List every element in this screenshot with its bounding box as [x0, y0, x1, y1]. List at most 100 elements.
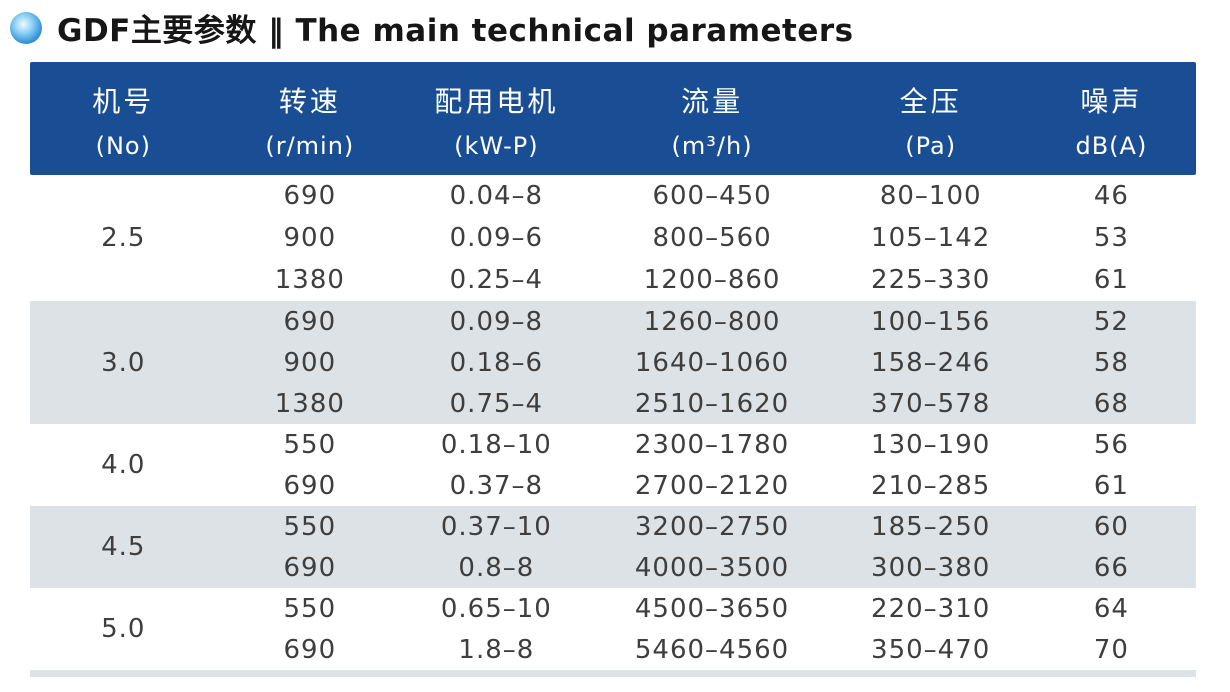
- column-header-label: 流量: [681, 84, 744, 118]
- column-header-label: 机号: [92, 84, 155, 118]
- group-no: 3.0: [101, 347, 146, 378]
- column-header-unit: (No): [95, 131, 151, 160]
- column-header-unit: dB(A): [1075, 131, 1148, 160]
- table-cell: 800–560: [652, 223, 772, 253]
- table-cell: 550: [283, 429, 337, 460]
- table-cell: 0.09–8: [449, 306, 544, 337]
- table-cell: 225–330: [871, 265, 991, 295]
- table-cell: 61: [1093, 470, 1129, 501]
- table-cell: 1.8–8: [458, 634, 535, 665]
- column-header: 转速 (r/min): [217, 62, 404, 175]
- column-header-unit: (Pa): [905, 131, 957, 160]
- table-cell: 690: [283, 181, 337, 211]
- table-cell: 100–156: [871, 306, 991, 337]
- table-cell: 52: [1093, 306, 1129, 337]
- table-cell: 0.18–10: [440, 429, 552, 460]
- table-cell: 900: [283, 223, 337, 253]
- table-cell: 1380: [274, 265, 345, 295]
- page-title: GDF主要参数 ‖ The main technical parameters: [10, 5, 854, 50]
- table-cell: 1380: [274, 388, 345, 419]
- table-cell: 0.65–10: [440, 593, 552, 624]
- column-header-label: 噪声: [1080, 84, 1143, 118]
- table-cell: 5460–4560: [634, 634, 790, 665]
- table-cell: 64: [1093, 593, 1129, 624]
- table-cell: 66: [1093, 552, 1129, 583]
- table-row: 550 0.18–10 2300–1780 130–190 56: [30, 424, 1196, 465]
- column-header: 流量 (m³/h): [590, 62, 835, 175]
- column-header: 噪声 dB(A): [1027, 62, 1196, 175]
- table-header: 机号 (No) 转速 (r/min) 配用电机 (kW-P) 流量 (m³/h) 全压 (Pa) 噪…: [30, 62, 1196, 175]
- table-cell: 690: [283, 306, 337, 337]
- table-cell: 130–190: [871, 429, 991, 460]
- table-cell: 0.25–4: [449, 265, 544, 295]
- table-cell: 210–285: [871, 470, 991, 501]
- table-cell: 350–470: [871, 634, 991, 665]
- table-row: 690 0.8–8 4000–3500 300–380 66: [30, 547, 1196, 588]
- table-cell: 0.18–6: [449, 347, 544, 378]
- table-cell: 600–450: [652, 181, 772, 211]
- table-cell: 56: [1093, 429, 1129, 460]
- table-cell: 0.37–8: [449, 470, 544, 501]
- table-cell: 0.75–4: [449, 388, 544, 419]
- group-no: 4.0: [101, 450, 146, 480]
- table-cell: 0.09–6: [449, 223, 544, 253]
- table-body: 2.5 690 0.04–8 600–450 80–100 46 900 0.09–6 800–…: [30, 175, 1196, 670]
- table-cell: 3200–2750: [634, 511, 790, 542]
- table-cell: 900: [283, 347, 337, 378]
- table-cell: 61: [1093, 265, 1129, 295]
- table-row: 900 0.18–6 1640–1060 158–246 58: [30, 342, 1196, 383]
- group-no: 2.5: [101, 223, 146, 253]
- row-group: 4.5 550 0.37–10 3200–2750 185–250 60 690 0.8–8 4…: [30, 506, 1196, 588]
- row-group: 4.0 550 0.18–10 2300–1780 130–190 56 690 0.37–8…: [30, 424, 1196, 506]
- table-row: 550 0.65–10 4500–3650 220–310 64: [30, 588, 1196, 629]
- table-cell: 1200–860: [643, 265, 781, 295]
- table-cell: 550: [283, 511, 337, 542]
- table-cell: 690: [283, 634, 337, 665]
- table-cell: 4000–3500: [634, 552, 790, 583]
- table-cell: 690: [283, 552, 337, 583]
- table-cell: 4500–3650: [634, 593, 790, 624]
- table-row: 690 0.04–8 600–450 80–100 46: [30, 175, 1196, 217]
- table-row: 900 0.09–6 800–560 105–142 53: [30, 217, 1196, 259]
- table-cell: 2300–1780: [634, 429, 790, 460]
- table-cell: 105–142: [871, 223, 991, 253]
- row-group: 5.0 550 0.65–10 4500–3650 220–310 64 690 1.8–8 5…: [30, 588, 1196, 670]
- row-group: 2.5 690 0.04–8 600–450 80–100 46 900 0.09–6 800–…: [30, 175, 1196, 301]
- table-cell: 60: [1093, 511, 1129, 542]
- table-cell: 0.04–8: [449, 181, 544, 211]
- column-header: 配用电机 (kW-P): [403, 62, 590, 175]
- table-cell: 1640–1060: [634, 347, 790, 378]
- table-cell: 46: [1093, 181, 1129, 211]
- column-header-unit: (kW-P): [454, 131, 539, 160]
- table-row: 1380 0.25–4 1200–860 225–330 61: [30, 259, 1196, 301]
- table-row: 690 0.09–8 1260–800 100–156 52: [30, 301, 1196, 342]
- table-cell: 68: [1093, 388, 1129, 419]
- column-header-label: 转速: [278, 84, 341, 118]
- column-header: 全压 (Pa): [835, 62, 1027, 175]
- group-no: 5.0: [101, 614, 146, 644]
- table-row: 690 1.8–8 5460–4560 350–470 70: [30, 629, 1196, 670]
- table-cell: 80–100: [879, 181, 982, 211]
- table-cell: 370–578: [871, 388, 991, 419]
- row-group: 3.0 690 0.09–8 1260–800 100–156 52 900 0.18–6 16…: [30, 301, 1196, 424]
- table-cell: 158–246: [871, 347, 991, 378]
- blue-sphere-bullet-icon: [10, 11, 42, 44]
- table-cell: 690: [283, 470, 337, 501]
- parameters-table: 机号 (No) 转速 (r/min) 配用电机 (kW-P) 流量 (m³/h) 全压 (Pa) 噪…: [30, 62, 1196, 677]
- group-no: 4.5: [101, 532, 146, 562]
- table-cell: 70: [1093, 634, 1129, 665]
- table-row: 550 0.37–10 3200–2750 185–250 60: [30, 506, 1196, 547]
- page-title-text: GDF主要参数 ‖ The main technical parameters: [57, 13, 854, 49]
- table-cell: 0.37–10: [440, 511, 552, 542]
- table-cell: 220–310: [871, 593, 991, 624]
- table-cell: 2510–1620: [634, 388, 790, 419]
- column-header-unit: (r/min): [265, 131, 355, 160]
- table-cell: 53: [1093, 223, 1129, 253]
- column-header-label: 配用电机: [434, 84, 559, 118]
- table-cell: 300–380: [871, 552, 991, 583]
- table-cell: 550: [283, 593, 337, 624]
- table-cell: 2700–2120: [634, 470, 790, 501]
- column-header-unit: (m³/h): [671, 131, 753, 160]
- table-cell: 58: [1093, 347, 1129, 378]
- table-cell: 0.8–8: [458, 552, 535, 583]
